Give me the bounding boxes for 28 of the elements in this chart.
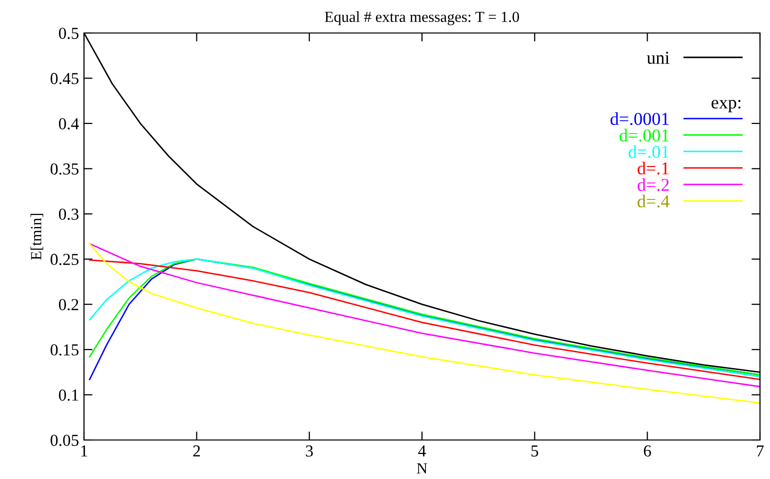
y-tick-label: 0.3: [58, 208, 78, 220]
legend-label: d=.1: [638, 162, 669, 175]
x-tick-label: 4: [418, 445, 426, 456]
legend-label: d=.0001: [610, 112, 669, 126]
chart-title: Equal # extra messages: T = 1.0: [324, 11, 520, 26]
x-axis-title: N: [416, 463, 428, 474]
x-tick-label: 3: [306, 445, 313, 457]
y-tick-label: 0.35: [50, 163, 78, 175]
legend-label: d=.001: [620, 128, 669, 142]
legend-label: d=.01: [628, 145, 669, 158]
y-tick-label: 0.5: [58, 28, 78, 40]
y-tick-label: 0.1: [58, 389, 78, 401]
y-axis-title: E[tmin]: [30, 214, 44, 260]
x-tick-label: 1: [81, 445, 88, 456]
x-tick-label: 5: [531, 446, 538, 457]
legend-label: d=.4: [638, 194, 670, 208]
legend-label: uni: [646, 52, 670, 64]
y-tick-label: 0.4: [58, 118, 79, 130]
y-tick-label: 0.25: [50, 254, 78, 266]
x-tick-label: 7: [756, 446, 764, 456]
y-tick-label: 0.15: [50, 344, 78, 356]
y-tick-label: 0.45: [50, 72, 78, 84]
y-tick-label: 0.2: [58, 299, 78, 310]
legend-title: exp:: [712, 100, 740, 112]
y-tick-label: 0.05: [50, 434, 78, 446]
x-tick-label: 6: [644, 445, 652, 457]
x-tick-label: 2: [193, 445, 200, 456]
legend-label: d=.2: [638, 178, 669, 192]
